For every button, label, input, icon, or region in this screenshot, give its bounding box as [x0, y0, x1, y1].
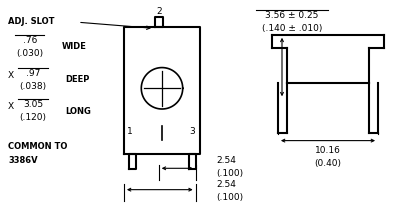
- Text: ADJ. SLOT: ADJ. SLOT: [8, 17, 54, 26]
- Text: .97: .97: [26, 68, 40, 78]
- Text: .76: .76: [23, 36, 37, 45]
- Text: 2.54: 2.54: [216, 180, 236, 189]
- Text: (.140 ± .010): (.140 ± .010): [262, 24, 322, 33]
- Text: X: X: [8, 102, 14, 111]
- Text: (.120): (.120): [20, 113, 47, 122]
- Text: 1: 1: [127, 127, 133, 136]
- Text: 2.54: 2.54: [216, 156, 236, 165]
- Text: 3.05: 3.05: [23, 100, 43, 109]
- Text: 3: 3: [190, 127, 195, 136]
- Text: (.038): (.038): [20, 82, 47, 91]
- Text: (.030): (.030): [16, 49, 44, 58]
- Text: 2: 2: [156, 7, 162, 17]
- Text: WIDE: WIDE: [62, 42, 87, 51]
- Text: (.100): (.100): [216, 193, 243, 202]
- Text: (0.40): (0.40): [314, 159, 342, 168]
- Text: X: X: [8, 71, 14, 80]
- Text: 10.16: 10.16: [315, 146, 341, 155]
- Text: LONG: LONG: [65, 107, 91, 116]
- Text: 3.56 ± 0.25: 3.56 ± 0.25: [265, 11, 319, 20]
- Text: 3386V: 3386V: [8, 156, 38, 165]
- Text: DEEP: DEEP: [65, 75, 90, 84]
- Text: (.100): (.100): [216, 169, 243, 178]
- Text: COMMON TO: COMMON TO: [8, 141, 67, 151]
